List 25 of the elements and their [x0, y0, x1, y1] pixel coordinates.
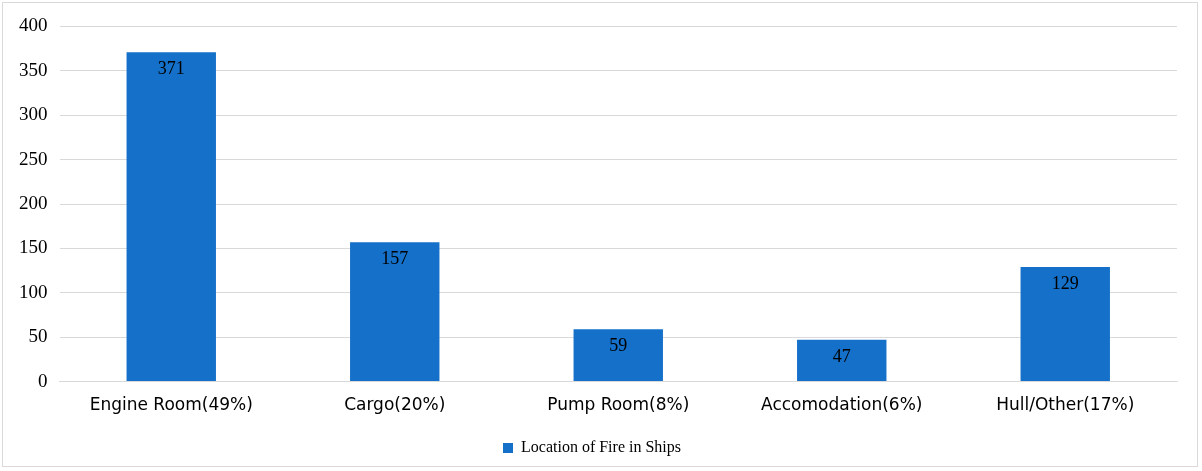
bar	[797, 339, 887, 382]
y-tick-label: 50	[28, 325, 48, 347]
legend-label: Location of Fire in Ships	[521, 438, 681, 457]
y-tick-label: 350	[19, 58, 48, 80]
data-label: 157	[381, 247, 409, 268]
data-label: 47	[832, 345, 851, 366]
y-tick-label: 250	[19, 147, 48, 169]
data-label: 59	[609, 334, 628, 355]
data-label: 371	[157, 57, 185, 78]
bar	[573, 329, 663, 382]
y-tick-label: 100	[19, 280, 48, 302]
x-tick-label: Cargo(20%)	[344, 394, 446, 415]
y-tick-label: 400	[19, 14, 48, 36]
x-tick-label: Accomodation(6%)	[761, 394, 923, 415]
y-tick-label: 200	[19, 191, 48, 213]
y-tick-label: 300	[19, 103, 48, 125]
x-tick-label: Hull/Other(17%)	[996, 394, 1135, 415]
bar	[1020, 267, 1110, 382]
y-tick-label: 0	[38, 369, 48, 391]
bar	[350, 242, 440, 382]
data-label: 129	[1051, 272, 1079, 293]
y-tick-label: 150	[19, 236, 48, 258]
x-tick-label: Engine Room(49%)	[89, 394, 253, 415]
x-tick-label: Pump Room(8%)	[547, 394, 690, 415]
bar	[126, 52, 216, 382]
